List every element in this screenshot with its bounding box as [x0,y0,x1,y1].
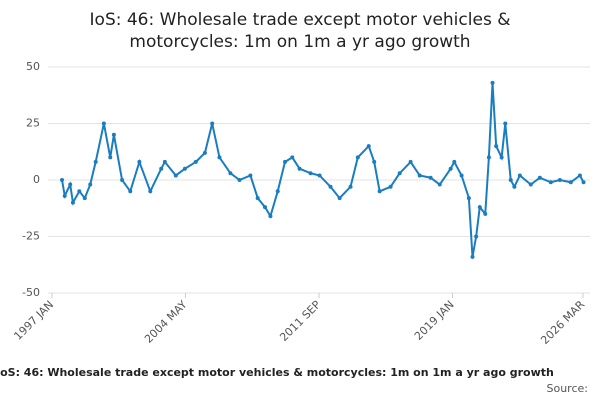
point [268,214,273,219]
point [62,193,67,198]
y-tick-label: -50 [22,286,40,299]
point [275,189,280,194]
point [494,144,499,149]
point [477,205,482,210]
point [486,155,491,160]
point [512,184,517,189]
point [372,159,377,164]
point [173,173,178,178]
chart-title: motorcycles: 1m on 1m a yr ago growth [129,32,470,52]
point [537,175,542,180]
point [568,180,573,185]
footer-title: IoS: 46: Wholesale trade except motor ve… [0,366,554,379]
x-tick-label: 2004 MAY [142,298,190,346]
x-tick-label: 1997 JAN [11,298,56,343]
point [248,173,253,178]
point [499,155,504,160]
source: Source: [547,382,589,395]
chart-title: IoS: 46: Wholesale trade except motor ve… [90,10,511,30]
point [82,196,87,201]
point [503,121,508,126]
x-tick-label: 2011 SEP [277,298,323,344]
point [70,200,75,205]
point [217,155,222,160]
point [290,155,295,160]
point [202,150,207,155]
point [337,196,342,201]
point [508,178,513,182]
point [408,159,413,164]
point [377,189,382,194]
point [355,155,360,160]
line [61,82,585,258]
y-tick-label: 0 [33,173,40,186]
point [528,182,533,187]
x-tick-label: 2026 MAR [538,298,587,347]
y-tick-label: 25 [26,117,40,130]
point [193,159,198,164]
point [548,180,553,185]
point [228,171,233,176]
point [283,159,288,164]
point [182,166,187,171]
point [348,184,353,189]
point [397,171,402,176]
point [120,178,125,182]
point [466,196,471,201]
point [474,234,479,239]
point [417,173,422,178]
x-tick-label: 2019 JAN [412,298,457,343]
point [128,189,133,194]
point [255,196,260,201]
point [77,189,82,194]
point [517,173,522,178]
point [366,144,371,149]
point [328,184,333,189]
point [237,178,242,182]
point [577,173,582,178]
point [557,178,562,182]
point [137,159,142,164]
point [93,159,98,164]
point [60,178,65,182]
point [317,173,322,178]
point [297,166,302,171]
point [159,166,164,171]
point [148,189,153,194]
point [581,180,586,185]
y-tick-label: 50 [26,60,40,73]
point [101,121,106,126]
point [470,254,475,259]
point [108,155,113,160]
point [459,173,464,178]
point [308,171,313,176]
point [483,211,488,216]
point [210,121,215,126]
point [452,159,457,164]
point [448,166,453,171]
point [111,132,116,137]
point [162,159,167,164]
y-tick-label: -25 [22,230,40,243]
point [388,184,393,189]
point [437,182,442,187]
point [490,80,495,85]
point [262,205,267,210]
point [428,175,433,180]
point [68,182,73,187]
point [88,182,93,187]
